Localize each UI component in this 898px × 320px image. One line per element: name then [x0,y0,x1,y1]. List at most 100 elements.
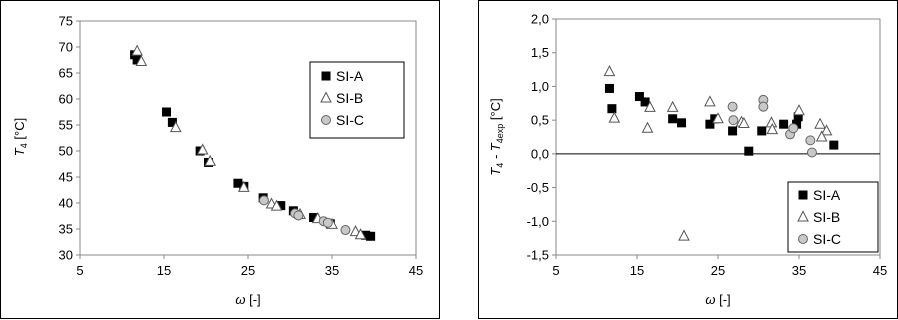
chart-1-legend: SI-A SI-B SI-C [309,61,405,139]
data-point-si-a [744,146,754,156]
legend-label-si-c: SI-C [813,231,841,247]
legend-marker-si-a [321,71,331,81]
legend-marker-si-c [798,234,808,244]
data-point-si-a [604,83,614,93]
chart-1-ticks: 5 15 25 35 45 30 35 40 45 50 55 60 65 70 75 [59,14,424,279]
legend-label-si-b: SI-B [336,90,363,106]
data-point-si-c [788,123,799,134]
y-tick-label: -0,5 [527,180,549,195]
legend-label-si-c: SI-C [336,112,364,128]
x-tick-label: 45 [873,263,887,278]
x-tick-label: 5 [76,263,83,278]
data-point-si-a [668,114,678,124]
chart-1-x-axis-label: ω [-] [235,292,260,307]
y-tick-label: 50 [59,144,73,159]
y-tick-label: 45 [59,170,73,185]
data-point-si-b [354,228,367,240]
data-point-si-b [270,199,283,211]
data-point-si-a [705,119,715,129]
legend-marker-si-a [798,190,808,200]
legend-marker-si-c [321,115,331,125]
data-point-si-c [293,210,304,221]
data-point-si-a [233,178,243,188]
data-point-si-b [196,143,209,155]
x-tick-label: 35 [325,263,339,278]
data-point-si-b [738,116,750,129]
data-point-si-b [204,154,217,166]
data-point-si-c [805,135,816,146]
legend-marker-si-b [797,210,809,222]
data-point-si-a [829,140,839,150]
y-tick-label: 40 [59,196,73,211]
data-point-si-c [322,217,333,228]
chart-2-legend: SI-A SI-B SI-C [787,181,879,253]
data-point-si-a [728,126,738,136]
data-point-si-c [728,115,739,126]
y-tick-label: 60 [59,92,73,107]
data-point-si-b [641,121,654,133]
data-point-si-b [135,54,148,67]
data-point-si-a [792,119,802,129]
data-point-si-a [361,230,371,240]
legend-label-si-a: SI-A [813,187,841,203]
chart-2: 5 15 25 35 45 -1,5 -1,0 -0,5 0,0 0,5 1,0 1,5 2,0 T4 … [478,0,898,319]
data-point-si-b [666,100,679,112]
data-point-si-a [309,213,319,223]
data-point-si-c [258,195,269,206]
x-tick-label: 45 [409,263,423,278]
y-tick-label: 2,0 [531,12,549,27]
y-tick-label: -1,0 [527,214,549,229]
legend-marker-si-b [320,91,332,103]
y-tick-label: 1,5 [531,45,549,60]
data-point-si-a [677,118,687,128]
data-point-si-c [758,101,769,112]
data-point-si-b [712,112,724,124]
chart-1: 5 15 25 35 45 30 35 40 45 50 55 60 65 70 75 T4 [°C] ω … [0,0,440,319]
x-tick-label: 15 [157,263,171,278]
chart-2-x-axis-label: ω [-] [705,292,730,307]
data-point-si-b [814,117,826,129]
data-point-si-a [779,119,789,129]
data-point-si-a [607,104,617,114]
chart-2-ticks: 5 15 25 35 45 -1,5 -1,0 -0,5 0,0 0,5 1,0 1,5 2,0 [527,12,888,279]
data-point-si-b [766,123,779,135]
y-tick-label: -1,5 [527,248,549,263]
data-point-si-b [237,180,250,192]
y-tick-label: 75 [59,14,73,29]
chart-2-y-axis-label: T4 - T4exp [°C] [488,98,505,175]
data-point-si-b [644,100,656,112]
legend-label-si-b: SI-B [813,209,840,225]
data-point-si-a [366,231,376,241]
chart-2-marks [603,65,839,241]
y-tick-label: 0,0 [531,146,549,161]
x-tick-label: 15 [630,263,644,278]
y-tick-label: 0,5 [531,113,549,128]
data-point-si-b [815,130,828,142]
data-point-si-b [793,104,805,116]
data-point-si-a [757,126,767,136]
data-point-si-b [603,65,616,77]
data-point-si-a [793,112,803,122]
y-tick-label: 70 [59,40,73,55]
data-point-si-a [167,117,177,127]
chart-1-frame [0,0,440,319]
data-point-si-a [162,107,172,117]
y-tick-label: 55 [59,118,73,133]
data-point-si-b [820,124,833,136]
data-point-si-a [132,55,142,65]
legend-label-si-a: SI-A [336,68,364,84]
y-tick-label: 30 [59,248,73,263]
data-point-si-a [640,97,650,107]
data-point-si-b [608,111,621,123]
chart-1-marks [130,44,376,241]
data-point-si-b [131,44,143,56]
data-point-si-a [276,201,286,211]
x-tick-label: 35 [792,263,806,278]
data-point-si-a [634,92,644,102]
x-tick-label: 5 [552,263,559,278]
data-point-si-b [678,229,690,241]
data-point-si-c [806,147,817,158]
data-point-si-c [727,101,738,112]
y-tick-label: 65 [59,66,73,81]
